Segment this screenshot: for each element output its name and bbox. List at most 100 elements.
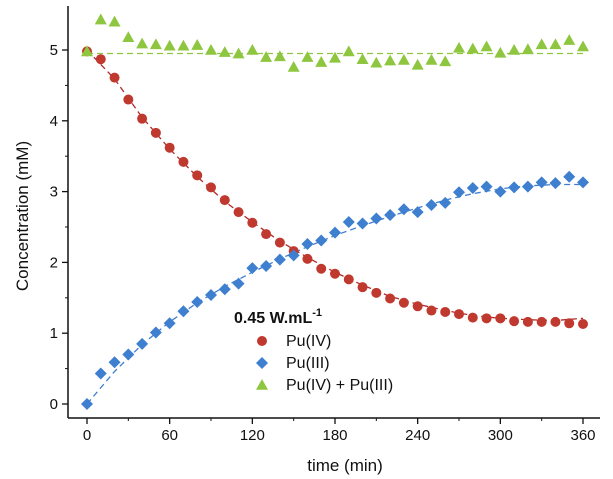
series-circle [82, 46, 588, 329]
data-point-circle [385, 293, 396, 304]
data-point-diamond [466, 182, 479, 195]
data-point-triangle [384, 54, 397, 66]
data-point-triangle [494, 46, 507, 58]
data-point-triangle [370, 56, 383, 68]
data-point-circle [398, 297, 409, 308]
data-point-triangle [287, 60, 300, 72]
data-point-diamond [205, 288, 217, 301]
data-point-triangle [177, 39, 190, 51]
data-point-diamond [273, 253, 286, 266]
data-point-circle [206, 182, 216, 193]
data-point-circle [357, 282, 368, 293]
data-point-circle [509, 316, 520, 327]
data-point-circle [330, 268, 340, 279]
data-point-triangle [466, 42, 479, 54]
data-point-triangle [356, 53, 369, 65]
y-tick-label: 2 [50, 254, 58, 271]
fit-line [86, 49, 584, 322]
data-point-circle [454, 309, 464, 320]
y-axis-label: Concentration (mM) [13, 141, 32, 291]
data-point-circle [192, 170, 203, 181]
data-point-circle [578, 318, 588, 329]
data-point-diamond [315, 234, 328, 247]
data-point-diamond [494, 185, 507, 198]
data-point-triangle [94, 13, 107, 25]
data-point-diamond [370, 212, 383, 225]
x-tick-label: 0 [83, 427, 91, 444]
y-tick-label: 5 [50, 42, 58, 59]
data-point-triangle [191, 39, 204, 50]
data-point-diamond [563, 170, 576, 183]
data-point-circle [522, 316, 533, 327]
data-point-circle [150, 127, 161, 138]
data-point-diamond [342, 216, 355, 229]
data-point-circle [481, 313, 492, 324]
x-tick-label: 120 [240, 427, 265, 444]
x-tick-label: 300 [488, 427, 513, 444]
data-point-diamond [439, 196, 452, 209]
data-point-triangle [315, 56, 328, 67]
data-point-diamond [177, 305, 190, 318]
data-point-diamond [136, 337, 149, 350]
data-point-triangle [205, 44, 217, 55]
axes: 0 60 120 180 240 300 360 0 1 2 3 4 5 [50, 6, 600, 444]
data-point-triangle [81, 45, 93, 57]
data-point-triangle [577, 40, 589, 52]
data-point-diamond [508, 181, 521, 194]
data-point-circle [412, 301, 423, 312]
data-point-triangle [149, 38, 162, 50]
series-triangle [81, 13, 589, 72]
y-tick-label: 4 [50, 113, 58, 130]
data-point-triangle [480, 40, 493, 52]
data-point-circle [109, 72, 120, 83]
data-point-triangle [521, 43, 534, 55]
data-point-diamond [521, 180, 534, 193]
y-tick-label: 0 [50, 396, 58, 413]
data-point-diamond [260, 259, 273, 272]
data-point-circle [137, 113, 148, 124]
data-point-circle [261, 229, 272, 240]
data-point-circle [550, 316, 561, 327]
data-point-circle [302, 253, 313, 264]
legend: 0.45 W.mL-1 Pu(IV) Pu(III) Pu(IV) + Pu(III… [234, 307, 393, 394]
legend-marker-diamond [256, 357, 268, 369]
data-point-triangle [273, 50, 286, 62]
data-point-circle [440, 306, 451, 317]
data-point-triangle [508, 44, 521, 55]
x-tick-label: 240 [405, 427, 430, 444]
data-point-triangle [122, 31, 135, 43]
data-point-diamond [425, 199, 438, 212]
data-point-diamond [232, 277, 245, 290]
data-point-triangle [246, 44, 259, 55]
data-point-circle [371, 287, 382, 298]
data-point-diamond [453, 186, 465, 199]
data-point-circle [495, 313, 506, 324]
data-point-diamond [411, 206, 424, 219]
data-point-circle [178, 156, 189, 167]
data-point-triangle [411, 58, 424, 70]
data-point-diamond [301, 237, 314, 250]
data-point-diamond [397, 203, 410, 216]
x-tick-label: 60 [161, 427, 178, 444]
data-point-diamond [287, 249, 300, 262]
x-axis-label: time (min) [307, 456, 383, 475]
data-point-circle [164, 142, 175, 153]
data-point-triangle [232, 47, 245, 59]
data-point-diamond [149, 326, 162, 339]
data-point-diamond [384, 208, 397, 221]
data-point-diamond [329, 226, 341, 239]
data-point-triangle [439, 55, 452, 67]
data-point-circle [274, 237, 285, 248]
data-point-triangle [108, 15, 121, 27]
x-tick-label: 180 [322, 427, 347, 444]
data-point-circle [233, 207, 244, 218]
data-point-diamond [535, 176, 548, 189]
legend-label: Pu(IV) + Pu(III) [286, 377, 393, 394]
data-point-triangle [453, 41, 465, 53]
data-point-triangle [218, 46, 231, 57]
fit-line [86, 183, 583, 405]
data-point-diamond [549, 177, 562, 190]
data-point-diamond [81, 398, 93, 410]
data-point-circle [123, 94, 134, 105]
